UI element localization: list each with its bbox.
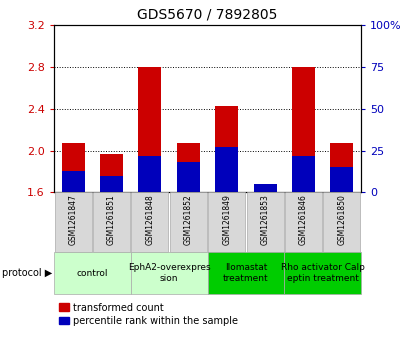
Text: EphA2-overexpres
sion: EphA2-overexpres sion xyxy=(128,264,210,283)
Bar xyxy=(100,154,123,192)
Bar xyxy=(177,162,200,192)
Text: GSM1261851: GSM1261851 xyxy=(107,194,116,245)
FancyBboxPatch shape xyxy=(284,252,361,294)
Bar xyxy=(292,67,315,192)
Bar xyxy=(254,184,276,192)
FancyBboxPatch shape xyxy=(208,252,284,294)
FancyBboxPatch shape xyxy=(54,252,131,294)
FancyBboxPatch shape xyxy=(131,252,208,294)
FancyBboxPatch shape xyxy=(208,192,245,252)
FancyBboxPatch shape xyxy=(285,192,322,252)
Bar xyxy=(254,188,276,192)
Legend: transformed count, percentile rank within the sample: transformed count, percentile rank withi… xyxy=(59,302,238,326)
Text: Ilomastat
treatment: Ilomastat treatment xyxy=(223,264,269,283)
FancyBboxPatch shape xyxy=(132,192,168,252)
Text: control: control xyxy=(77,269,108,278)
Bar xyxy=(62,143,85,192)
Bar xyxy=(62,171,85,192)
Bar xyxy=(330,167,354,192)
Bar xyxy=(177,143,200,192)
Bar xyxy=(292,156,315,192)
Bar xyxy=(330,143,354,192)
FancyBboxPatch shape xyxy=(93,192,130,252)
Title: GDS5670 / 7892805: GDS5670 / 7892805 xyxy=(137,8,278,21)
FancyBboxPatch shape xyxy=(323,192,360,252)
Bar xyxy=(139,67,161,192)
Text: GSM1261853: GSM1261853 xyxy=(261,194,270,245)
Text: GSM1261846: GSM1261846 xyxy=(299,194,308,245)
Text: GSM1261849: GSM1261849 xyxy=(222,194,231,245)
Text: GSM1261848: GSM1261848 xyxy=(145,194,154,245)
FancyBboxPatch shape xyxy=(170,192,207,252)
FancyBboxPatch shape xyxy=(55,192,92,252)
Bar xyxy=(100,176,123,192)
Bar xyxy=(139,156,161,192)
Text: GSM1261850: GSM1261850 xyxy=(337,194,347,245)
Bar xyxy=(215,106,238,192)
FancyBboxPatch shape xyxy=(247,192,283,252)
Text: GSM1261847: GSM1261847 xyxy=(68,194,78,245)
Text: protocol ▶: protocol ▶ xyxy=(2,268,52,278)
Text: GSM1261852: GSM1261852 xyxy=(184,194,193,245)
Text: Rho activator Calp
eptin treatment: Rho activator Calp eptin treatment xyxy=(281,264,365,283)
Bar xyxy=(215,147,238,192)
